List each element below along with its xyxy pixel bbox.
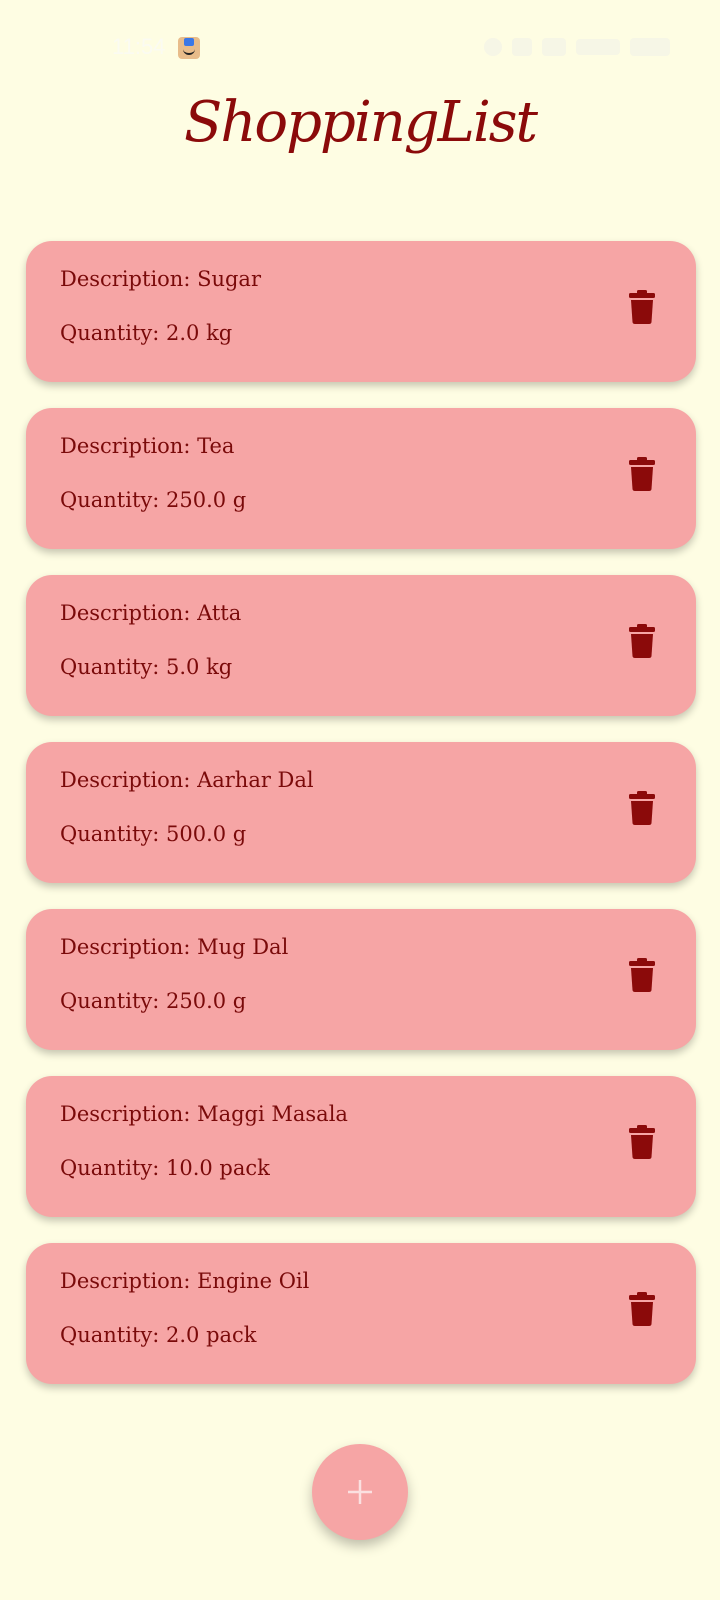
item-quantity: Quantity: 500.0 g xyxy=(60,822,247,846)
trash-icon xyxy=(629,791,655,825)
list-item[interactable]: Description: Mug Dal Quantity: 250.0 g xyxy=(26,909,696,1050)
list-item[interactable]: Description: Sugar Quantity: 2.0 kg xyxy=(26,241,696,382)
status-bar: 11:54 xyxy=(0,0,720,96)
item-quantity: Quantity: 250.0 g xyxy=(60,488,247,512)
battery-icon xyxy=(630,38,670,56)
delete-item-button[interactable] xyxy=(628,790,656,826)
item-description: Description: Aarhar Dal xyxy=(60,768,314,792)
item-quantity: Quantity: 5.0 kg xyxy=(60,655,233,679)
item-quantity: Quantity: 250.0 g xyxy=(60,989,247,1013)
trash-icon xyxy=(629,1125,655,1159)
delete-item-button[interactable] xyxy=(628,957,656,993)
signal-icon xyxy=(576,39,620,55)
item-description: Description: Engine Oil xyxy=(60,1269,310,1293)
wifi-icon xyxy=(542,38,566,56)
trash-icon xyxy=(629,624,655,658)
list-item[interactable]: Description: Maggi Masala Quantity: 10.0 … xyxy=(26,1076,696,1217)
item-quantity: Quantity: 10.0 pack xyxy=(60,1156,270,1180)
trash-icon xyxy=(629,290,655,324)
list-item[interactable]: Description: Tea Quantity: 250.0 g xyxy=(26,408,696,549)
list-item[interactable]: Description: Aarhar Dal Quantity: 500.0 g xyxy=(26,742,696,883)
trash-icon xyxy=(629,958,655,992)
status-indicators xyxy=(484,38,670,56)
app-title: ShoppingList xyxy=(183,90,538,155)
delete-item-button[interactable] xyxy=(628,1291,656,1327)
add-item-button[interactable] xyxy=(312,1444,408,1540)
list-item[interactable]: Description: Engine Oil Quantity: 2.0 pac… xyxy=(26,1243,696,1384)
delete-item-button[interactable] xyxy=(628,456,656,492)
item-quantity: Quantity: 2.0 kg xyxy=(60,321,233,345)
item-description: Description: Atta xyxy=(60,601,242,625)
item-description: Description: Tea xyxy=(60,434,235,458)
list-item[interactable]: Description: Atta Quantity: 5.0 kg xyxy=(26,575,696,716)
delete-item-button[interactable] xyxy=(628,1124,656,1160)
item-description: Description: Sugar xyxy=(60,267,261,291)
delete-item-button[interactable] xyxy=(628,623,656,659)
plus-icon xyxy=(348,1480,372,1504)
alarm-icon xyxy=(484,38,502,56)
delete-item-button[interactable] xyxy=(628,289,656,325)
item-description: Description: Mug Dal xyxy=(60,935,289,959)
shopping-list: Description: Sugar Quantity: 2.0 kg Descri… xyxy=(26,241,696,1410)
vibrate-icon xyxy=(512,38,532,56)
status-time: 11:54 xyxy=(112,34,166,59)
item-quantity: Quantity: 2.0 pack xyxy=(60,1323,257,1347)
trash-icon xyxy=(629,457,655,491)
trash-icon xyxy=(629,1292,655,1326)
item-description: Description: Maggi Masala xyxy=(60,1102,348,1126)
shopping-app-notification-icon xyxy=(178,37,200,59)
